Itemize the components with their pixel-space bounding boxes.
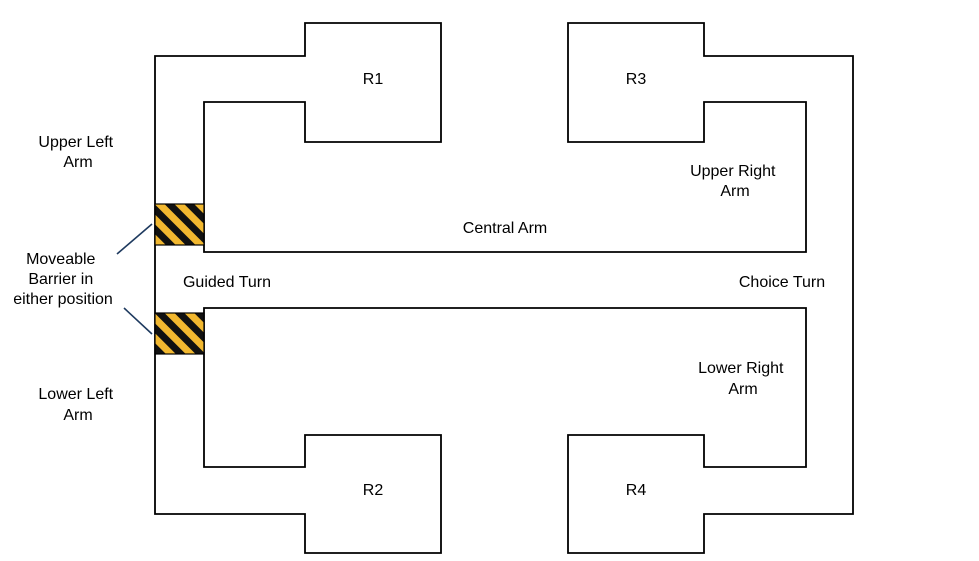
label-r4: R4 xyxy=(626,482,647,499)
label-moveable-barrier-line2: Barrier in xyxy=(28,271,93,288)
label-guided-turn: Guided Turn xyxy=(183,274,271,291)
barrier-pointer-upper xyxy=(116,223,153,255)
label-upper-right-arm: Upper Right Arm xyxy=(690,163,780,200)
label-lower-right-arm-line1: Lower Right xyxy=(698,360,784,377)
label-upper-left-arm: Upper Left Arm xyxy=(38,134,117,171)
label-upper-left-arm-line2: Arm xyxy=(63,154,92,171)
label-r2: R2 xyxy=(363,482,384,499)
barrier-lower xyxy=(154,312,205,355)
label-moveable-barrier: Moveable Barrier in either position xyxy=(13,251,113,308)
label-lower-right-arm-line2: Arm xyxy=(728,381,757,398)
label-upper-left-arm-line1: Upper Left xyxy=(38,134,113,151)
barrier-pointer-lower xyxy=(123,307,153,335)
barrier-upper xyxy=(154,203,205,246)
label-moveable-barrier-line3: either position xyxy=(13,291,113,308)
label-lower-left-arm: Lower Left Arm xyxy=(38,386,117,424)
label-r3: R3 xyxy=(626,71,647,88)
label-lower-right-arm: Lower Right Arm xyxy=(698,360,788,398)
label-r1: R1 xyxy=(363,71,384,88)
label-central-arm: Central Arm xyxy=(463,220,547,237)
label-lower-left-arm-line1: Lower Left xyxy=(38,386,113,403)
maze-outer-wall xyxy=(154,22,854,554)
label-upper-right-arm-line1: Upper Right xyxy=(690,163,776,180)
label-lower-left-arm-line2: Arm xyxy=(63,407,92,424)
label-choice-turn: Choice Turn xyxy=(739,274,825,291)
label-upper-right-arm-line2: Arm xyxy=(720,183,749,200)
label-moveable-barrier-line1: Moveable xyxy=(26,251,95,268)
